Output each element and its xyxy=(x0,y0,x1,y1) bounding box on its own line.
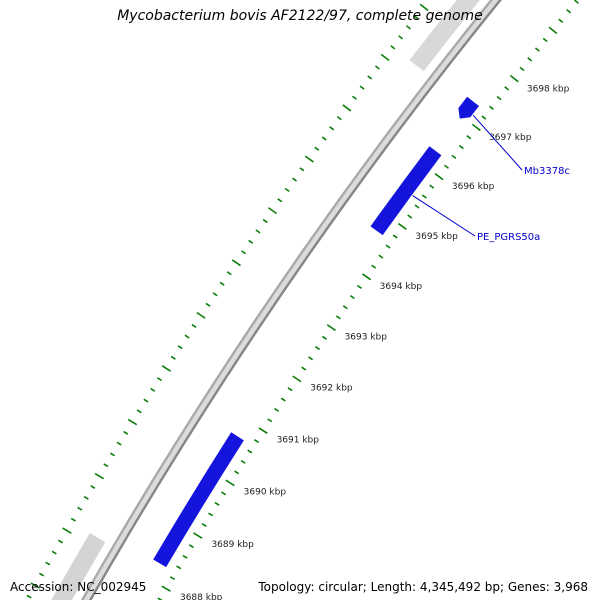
map-title: Mycobacterium bovis AF2122/97, complete … xyxy=(117,8,483,24)
feature-Mb3378c xyxy=(458,96,479,119)
label-leader-line xyxy=(412,195,476,237)
svg-text:3688 kbp: 3688 kbp xyxy=(180,593,223,600)
feature-gray-block xyxy=(51,533,106,600)
svg-text:3698 kbp: 3698 kbp xyxy=(527,85,570,95)
svg-text:3690 kbp: 3690 kbp xyxy=(244,487,287,497)
label-leader-line xyxy=(472,114,523,171)
tick-marks xyxy=(26,0,579,600)
feature-PE_PGRS50a xyxy=(370,146,442,236)
genome-backbone xyxy=(80,0,502,600)
accession-text: Accession: NC_002945 xyxy=(10,580,147,594)
topology-text: Topology: circular; Length: 4,345,492 bp… xyxy=(258,580,588,594)
feature-label-Mb3378c: Mb3378c xyxy=(524,166,570,177)
svg-text:3694 kbp: 3694 kbp xyxy=(380,282,423,292)
svg-text:3693 kbp: 3693 kbp xyxy=(345,333,388,343)
svg-text:3689 kbp: 3689 kbp xyxy=(211,540,254,550)
feature-gene xyxy=(153,432,244,568)
feature-gray-block xyxy=(409,0,480,72)
feature-label-PE_PGRS50a: PE_PGRS50a xyxy=(477,232,540,243)
svg-text:3695 kbp: 3695 kbp xyxy=(415,232,458,242)
svg-text:3691 kbp: 3691 kbp xyxy=(277,435,320,445)
svg-text:3696 kbp: 3696 kbp xyxy=(452,182,495,192)
ruler-labels: 3688 kbp 3689 kbp 3690 kbp 3691 kbp 3692 kbp… xyxy=(180,85,570,600)
svg-text:3692 kbp: 3692 kbp xyxy=(310,384,353,394)
svg-text:3697 kbp: 3697 kbp xyxy=(489,133,532,143)
